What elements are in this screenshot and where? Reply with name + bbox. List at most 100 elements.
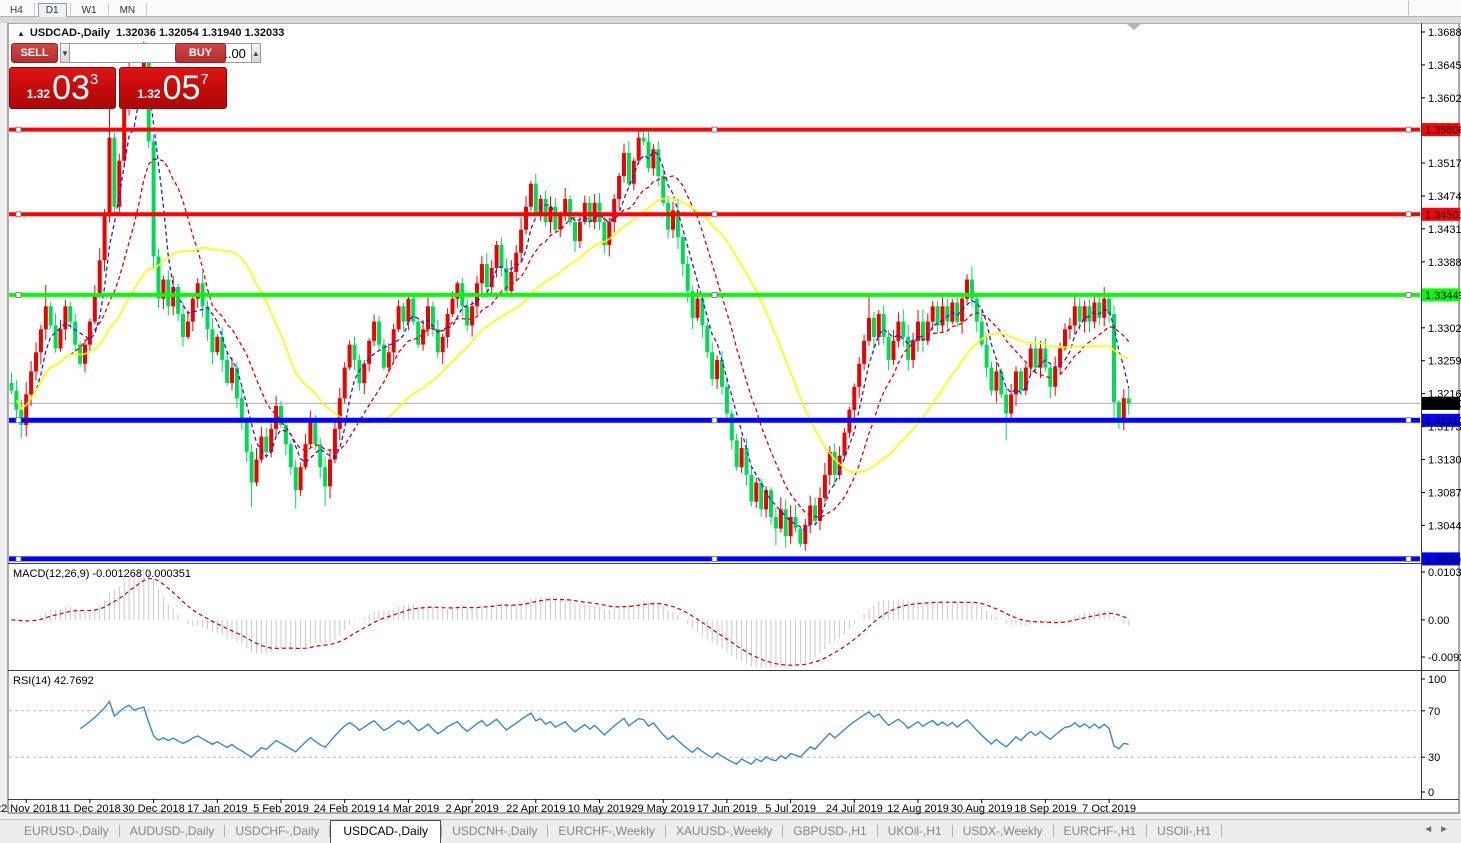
svg-text:1.30870: 1.30870 (1428, 488, 1461, 500)
svg-text:18 Sep 2019: 18 Sep 2019 (1014, 803, 1076, 815)
ma-13-line (15, 158, 1130, 519)
scroll-to-end-icon[interactable] (1127, 24, 1141, 30)
sell-price-panel[interactable]: 1.32 03 3 (9, 67, 116, 109)
axis-price-tag: 1.33449 (1422, 288, 1461, 302)
tab-eurchf-h1[interactable]: EURCHF-,H1 (1063, 824, 1137, 838)
macd-signal-line (11, 577, 1129, 666)
rsi-label: RSI(14) 42.7692 (13, 675, 94, 687)
tab-separator (876, 824, 878, 837)
sell-button[interactable]: SELL (11, 43, 58, 63)
svg-text:22 Apr 2019: 22 Apr 2019 (506, 803, 565, 815)
svg-text:1.33880: 1.33880 (1428, 257, 1461, 269)
volume-increase-icon[interactable]: ▲ (250, 43, 261, 63)
tab-gbpusd-h1[interactable]: GBPUSD-,H1 (793, 824, 867, 838)
date-axis: 22 Nov 2018 11 Dec 2018 30 Dec 2018 17 Jan … (0, 799, 1136, 815)
toolbar-divider (33, 2, 35, 15)
timeframe-toolbar: H4 D1 W1 MN (0, 0, 1461, 19)
tab-usdx-weekly[interactable]: USDX-,Weekly (962, 824, 1043, 838)
tab-usdchf-daily[interactable]: USDCHF-,Daily (235, 824, 320, 838)
candlestick-series (9, 41, 1131, 551)
sell-price-sup: 3 (89, 71, 99, 88)
timeframe-W1[interactable]: W1 (81, 5, 97, 16)
macd-label: MACD(12,26,9) -0.001268 0.000351 (13, 568, 191, 580)
buy-price-big: 05 (162, 69, 201, 107)
svg-text:2 Apr 2019: 2 Apr 2019 (445, 803, 498, 815)
window-top-strip (0, 17, 1461, 23)
buy-price-sup: 7 (200, 71, 209, 88)
tab-eurchf-weekly[interactable]: EURCHF-,Weekly (558, 824, 655, 838)
svg-text:30: 30 (1428, 752, 1440, 764)
toolbar-divider (146, 2, 148, 15)
chart-title: ▲ USDCAD-,Daily 1.32036 1.32054 1.31940 1… (17, 27, 284, 39)
svg-text:1.35170: 1.35170 (1428, 158, 1461, 170)
svg-text:70: 70 (1428, 706, 1440, 718)
axis-price-tag: 1.31812 (1422, 413, 1461, 427)
svg-text:22 Nov 2018: 22 Nov 2018 (0, 803, 57, 815)
axis-price-tag: 1.30004 (1422, 552, 1461, 566)
svg-text:1.36880: 1.36880 (1428, 27, 1461, 39)
horizontal-level-lines[interactable] (9, 126, 1420, 562)
tabs-scroll-left-icon[interactable]: ◄ (1423, 824, 1440, 835)
tab-eurusd-daily[interactable]: EURUSD-,Daily (24, 824, 109, 838)
svg-text:0.010311: 0.010311 (1428, 567, 1461, 579)
buy-button[interactable]: BUY (175, 43, 226, 63)
svg-text:1.36450: 1.36450 (1428, 60, 1461, 72)
toolbar-separator (1408, 1, 1409, 15)
price-axis-ticks: 1.36880 1.36450 1.36020 1.35170 1.34740 1.343… (1421, 27, 1461, 532)
svg-text:100: 100 (1428, 674, 1446, 686)
timeframe-MN[interactable]: MN (119, 5, 136, 16)
tabs-scroll-right-icon[interactable]: ► (1439, 824, 1455, 835)
svg-text:14 Mar 2019: 14 Mar 2019 (378, 803, 440, 815)
svg-text:7 Oct 2019: 7 Oct 2019 (1082, 803, 1136, 815)
tab-usdcad-daily[interactable]: USDCAD-,Daily (330, 820, 442, 843)
macd-histogram (15, 567, 1130, 668)
sell-price-big: 03 (52, 69, 90, 107)
rsi-axis: 100 70 30 0 (1421, 674, 1446, 799)
tab-separator (1221, 824, 1223, 837)
svg-text:0: 0 (1428, 787, 1434, 799)
toolbar-divider (107, 2, 109, 15)
svg-text:1.34740: 1.34740 (1428, 191, 1461, 203)
svg-text:29 May 2019: 29 May 2019 (631, 803, 695, 815)
collapse-arrow-icon[interactable]: ▲ (17, 29, 25, 38)
svg-text:1.35606: 1.35606 (1425, 125, 1461, 137)
tab-audusd-daily[interactable]: AUDUSD-,Daily (129, 824, 215, 838)
svg-text:30 Dec 2018: 30 Dec 2018 (122, 803, 184, 815)
timeframe-H4[interactable]: H4 (10, 5, 23, 16)
svg-text:1.33020: 1.33020 (1428, 323, 1461, 335)
timeframe-D1[interactable]: D1 (37, 3, 67, 19)
svg-text:1.32033: 1.32033 (1425, 398, 1461, 410)
axis-price-tag: 1.34501 (1422, 207, 1461, 221)
tab-separator (224, 824, 226, 837)
tab-ukoil-h1[interactable]: UKOil-,H1 (887, 824, 942, 838)
svg-text:1.34501: 1.34501 (1425, 209, 1461, 221)
tab-separator (547, 824, 549, 837)
sell-price-small: 1.32 (26, 87, 51, 101)
svg-text:12 Aug 2019: 12 Aug 2019 (887, 803, 949, 815)
svg-text:17 Jan 2019: 17 Jan 2019 (187, 803, 248, 815)
svg-text:-0.00920: -0.00920 (1428, 652, 1461, 664)
tab-usdcnh-daily[interactable]: USDCNH-,Daily (452, 824, 538, 838)
tab-separator (118, 824, 120, 837)
volume-spinner: ▼ ▲ (60, 43, 261, 63)
tab-separator (664, 824, 666, 837)
svg-text:24 Jul 2019: 24 Jul 2019 (826, 803, 883, 815)
volume-decrease-icon[interactable]: ▼ (60, 43, 70, 63)
svg-text:24 Feb 2019: 24 Feb 2019 (314, 803, 376, 815)
toolbar-divider (69, 2, 71, 15)
buy-price-small: 1.32 (137, 87, 161, 101)
tab-separator (441, 824, 443, 837)
tab-xauusd-weekly[interactable]: XAUUSD-,Weekly (675, 824, 773, 838)
svg-text:17 Jun 2019: 17 Jun 2019 (697, 803, 758, 815)
tab-usoil-h1[interactable]: USOil-,H1 (1157, 824, 1212, 838)
buy-price-panel[interactable]: 1.32 05 7 (119, 67, 227, 109)
tab-separator (1052, 824, 1054, 837)
svg-text:1.36020: 1.36020 (1428, 93, 1461, 105)
svg-text:1.32590: 1.32590 (1428, 356, 1461, 368)
tab-separator (951, 824, 953, 837)
tab-separator (329, 824, 331, 837)
chart-tab-bar: EURUSD-,Daily AUDUSD-,Daily USDCHF-,Daily U… (0, 819, 1461, 843)
